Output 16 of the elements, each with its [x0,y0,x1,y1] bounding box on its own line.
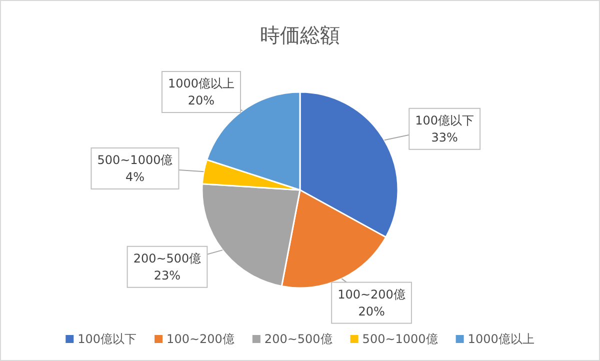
legend-label: 200~500億 [264,332,332,346]
slice-label: 200~500億 [133,251,202,266]
slice-label: 100~200億 [338,287,406,302]
data-label: 20% [188,93,215,108]
slice-label: 100億以下 [415,113,474,128]
legend-label: 500~1000億 [362,332,438,346]
chart-title: 時価総額 [260,23,340,47]
data-label: 23% [154,268,181,282]
data-label: 4% [125,170,144,184]
data-label: 20% [358,304,385,318]
legend-label: 100~200億 [166,332,234,346]
slice-label: 500~1000億 [97,152,173,167]
slice-label: 1000億以上 [168,76,235,90]
legend-label: 1000億以上 [468,332,534,346]
legend-label: 100億以下 [78,332,137,346]
data-label: 33% [431,130,458,144]
